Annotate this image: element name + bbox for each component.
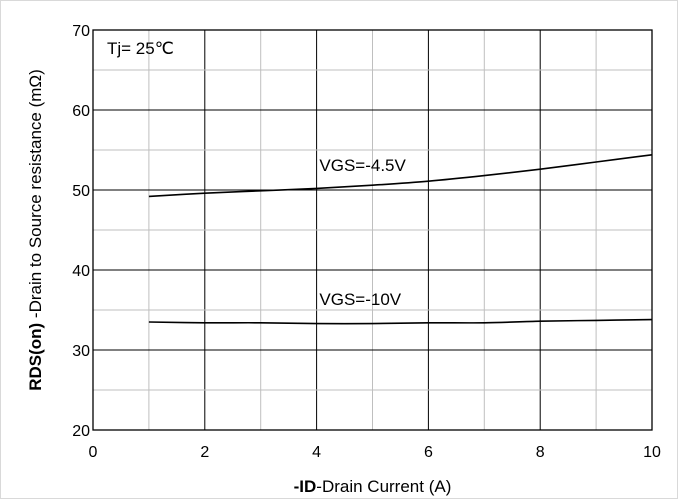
- x-axis-label-rest: -Drain Current (A): [316, 477, 451, 496]
- series-labels: VGS=-4.5V VGS=-10V: [319, 156, 406, 309]
- series-line: [148, 154, 653, 198]
- x-tick-label: 0: [89, 444, 98, 461]
- y-tick-labels: 20 30 40 50 60 70: [72, 23, 90, 440]
- x-tick-label: 8: [536, 444, 545, 461]
- x-tick-label: 2: [200, 444, 209, 461]
- x-tick-label: 4: [312, 444, 321, 461]
- y-tick-label: 20: [72, 423, 90, 440]
- y-axis-label-bold: RDS(on): [26, 323, 45, 391]
- series-label: VGS=-4.5V: [319, 156, 406, 175]
- x-axis-label: -ID-Drain Current (A): [294, 477, 452, 496]
- y-axis-label-rest: -Drain to Source resistance (mΩ): [26, 69, 45, 323]
- x-tick-label: 6: [424, 444, 433, 461]
- series-lines: [148, 154, 653, 325]
- series-line: [148, 318, 653, 325]
- y-axis-label: RDS(on) -Drain to Source resistance (mΩ): [26, 69, 45, 391]
- y-tick-label: 50: [72, 183, 90, 200]
- y-tick-label: 60: [72, 103, 90, 120]
- y-tick-label: 40: [72, 263, 90, 280]
- x-tick-label: 10: [643, 444, 661, 461]
- plot-frame: [92, 29, 653, 431]
- series-label: VGS=-10V: [319, 290, 401, 309]
- x-tick-labels: 0 2 4 6 8 10: [89, 444, 661, 461]
- y-tick-label: 30: [72, 343, 90, 360]
- y-tick-label: 70: [72, 23, 90, 40]
- x-axis-label-bold: -ID: [294, 477, 317, 496]
- temperature-annotation: Tj= 25℃: [107, 39, 174, 58]
- grid: [93, 30, 652, 430]
